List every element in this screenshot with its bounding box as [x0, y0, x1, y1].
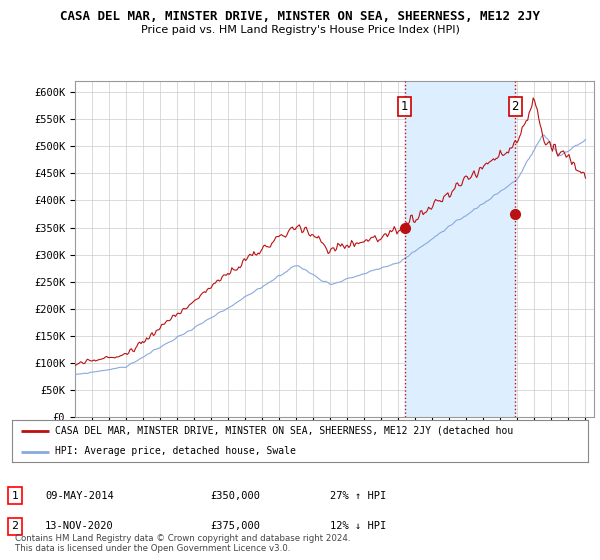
- Text: 27% ↑ HPI: 27% ↑ HPI: [330, 491, 386, 501]
- Text: 1: 1: [11, 491, 19, 501]
- Text: CASA DEL MAR, MINSTER DRIVE, MINSTER ON SEA, SHEERNESS, ME12 2JY (detached hou: CASA DEL MAR, MINSTER DRIVE, MINSTER ON …: [55, 426, 514, 436]
- Text: 2: 2: [511, 100, 519, 113]
- Text: 13-NOV-2020: 13-NOV-2020: [45, 521, 114, 531]
- Text: Contains HM Land Registry data © Crown copyright and database right 2024.
This d: Contains HM Land Registry data © Crown c…: [15, 534, 350, 553]
- Text: CASA DEL MAR, MINSTER DRIVE, MINSTER ON SEA, SHEERNESS, ME12 2JY: CASA DEL MAR, MINSTER DRIVE, MINSTER ON …: [60, 10, 540, 23]
- Bar: [404, 81, 515, 417]
- Text: HPI: Average price, detached house, Swale: HPI: Average price, detached house, Swal…: [55, 446, 296, 456]
- Text: 12% ↓ HPI: 12% ↓ HPI: [330, 521, 386, 531]
- Text: Price paid vs. HM Land Registry's House Price Index (HPI): Price paid vs. HM Land Registry's House …: [140, 25, 460, 35]
- Text: 09-MAY-2014: 09-MAY-2014: [45, 491, 114, 501]
- Text: £350,000: £350,000: [210, 491, 260, 501]
- Text: 2: 2: [11, 521, 19, 531]
- Text: £375,000: £375,000: [210, 521, 260, 531]
- Text: 1: 1: [401, 100, 409, 113]
